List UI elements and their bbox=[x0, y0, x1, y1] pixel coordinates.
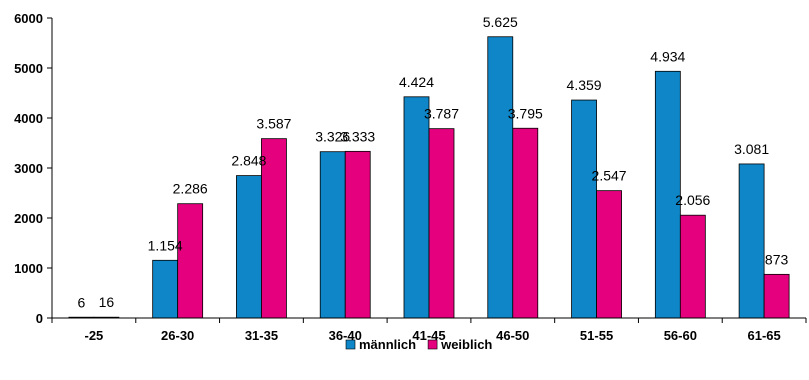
y-axis: 0 1000 2000 3000 4000 5000 6000 bbox=[14, 11, 53, 326]
bar-maennlich bbox=[654, 70, 681, 319]
x-tick-label: 36-40 bbox=[329, 328, 362, 343]
y-tick-label: 6000 bbox=[14, 11, 43, 26]
x-tick-label: 26-30 bbox=[161, 328, 194, 343]
data-label: 2.547 bbox=[592, 168, 627, 184]
data-label: 4.359 bbox=[567, 77, 602, 93]
y-tick-label: 2000 bbox=[14, 211, 43, 226]
bar-weiblich bbox=[512, 127, 539, 319]
data-label: 3.587 bbox=[256, 116, 291, 132]
data-label: 1.154 bbox=[148, 237, 183, 253]
legend-label: männlich bbox=[359, 337, 416, 352]
data-label: 5.625 bbox=[483, 14, 518, 30]
data-label: 2.286 bbox=[173, 181, 208, 197]
data-label: 6 bbox=[77, 295, 85, 311]
bar-maennlich bbox=[319, 151, 346, 319]
data-label: 3.081 bbox=[734, 141, 769, 157]
x-tick-label: 56-60 bbox=[664, 328, 697, 343]
y-tick-label: 5000 bbox=[14, 61, 43, 76]
bar-weiblich bbox=[763, 273, 790, 319]
bar-maennlich bbox=[403, 96, 430, 319]
x-tick-label: -25 bbox=[84, 328, 103, 343]
data-label: 3.326 bbox=[315, 129, 350, 145]
data-label: 4.934 bbox=[650, 48, 685, 64]
bar-maennlich bbox=[571, 99, 597, 319]
bar-weiblich bbox=[428, 128, 455, 319]
bar-weiblich bbox=[261, 138, 287, 319]
y-tick-label: 1000 bbox=[14, 261, 43, 276]
data-label: 16 bbox=[99, 294, 115, 310]
bar-maennlich bbox=[236, 175, 262, 319]
bar-weiblich bbox=[177, 203, 204, 319]
bar-weiblich bbox=[596, 190, 622, 319]
data-labels: 6 1.154 2.848 3.326 4.424 5.625 4.359 4.934 3.08… bbox=[77, 14, 788, 311]
legend-swatch bbox=[345, 339, 356, 350]
x-tick-label: 31-35 bbox=[245, 328, 278, 343]
x-tick-label: 41-45 bbox=[412, 328, 445, 343]
legend-label: weiblich bbox=[440, 337, 492, 352]
bar-weiblich bbox=[679, 214, 706, 319]
bar-maennlich bbox=[152, 259, 179, 319]
bar-maennlich bbox=[487, 36, 514, 319]
y-tick-label: 3000 bbox=[14, 161, 43, 176]
x-tick-label: 61-65 bbox=[747, 328, 780, 343]
bar-maennlich bbox=[738, 163, 765, 319]
data-label: 2.848 bbox=[231, 153, 266, 169]
x-tick-label: 46-50 bbox=[496, 328, 529, 343]
legend: männlich weiblich bbox=[345, 337, 492, 352]
x-tick-label: 51-55 bbox=[580, 328, 613, 343]
data-label: 3.795 bbox=[508, 105, 543, 121]
data-label: 3.333 bbox=[340, 128, 375, 144]
data-label: 4.424 bbox=[399, 74, 434, 90]
bar-weiblich bbox=[344, 150, 371, 319]
legend-swatch bbox=[427, 339, 438, 350]
bars bbox=[68, 36, 790, 319]
x-axis: -25 26-30 31-35 36-40 41-45 46-50 51-55 56-60 61… bbox=[51, 317, 807, 343]
data-label: 2.056 bbox=[675, 192, 710, 208]
data-label: 3.787 bbox=[424, 106, 459, 122]
y-tick-label: 0 bbox=[36, 311, 43, 326]
y-tick-label: 4000 bbox=[14, 111, 43, 126]
data-label: 873 bbox=[765, 251, 789, 267]
